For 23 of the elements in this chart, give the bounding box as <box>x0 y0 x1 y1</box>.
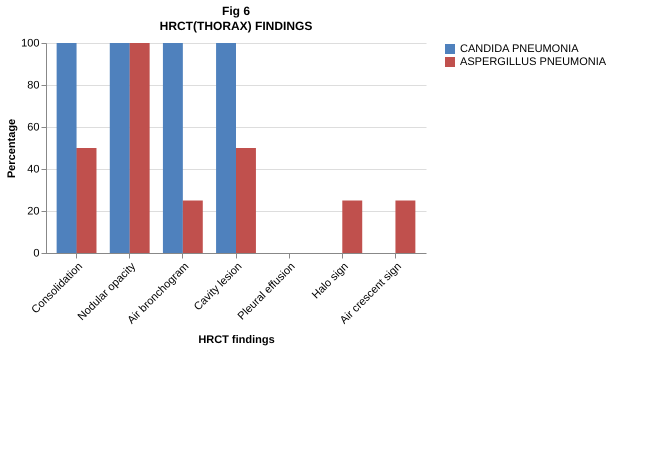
legend-label: CANDIDA PNEUMONIA <box>460 43 580 55</box>
y-axis-title: Percentage <box>6 118 18 178</box>
bar <box>182 200 203 253</box>
chart-subtitle: HRCT(THORAX) FINDINGS <box>160 19 312 33</box>
bar <box>110 43 130 253</box>
bar <box>342 200 362 253</box>
bar <box>76 148 96 253</box>
y-tick-label: 100 <box>21 38 40 50</box>
x-tick-label: Halo sign <box>310 260 351 302</box>
bar <box>395 200 416 253</box>
x-axis-title: HRCT findings <box>198 334 275 346</box>
bar <box>56 43 77 253</box>
legend-label: ASPERGILLUS PNEUMONIA <box>460 56 607 68</box>
bar <box>236 148 256 253</box>
y-tick-label: 40 <box>27 164 40 176</box>
y-tick-label: 80 <box>27 80 40 92</box>
chart-title: Fig 6 <box>222 4 250 18</box>
bar <box>162 43 183 253</box>
bar <box>130 43 150 253</box>
bar <box>216 43 236 253</box>
y-tick-label: 0 <box>33 248 40 260</box>
y-tick-label: 20 <box>27 206 40 218</box>
y-tick-label: 60 <box>27 122 40 134</box>
